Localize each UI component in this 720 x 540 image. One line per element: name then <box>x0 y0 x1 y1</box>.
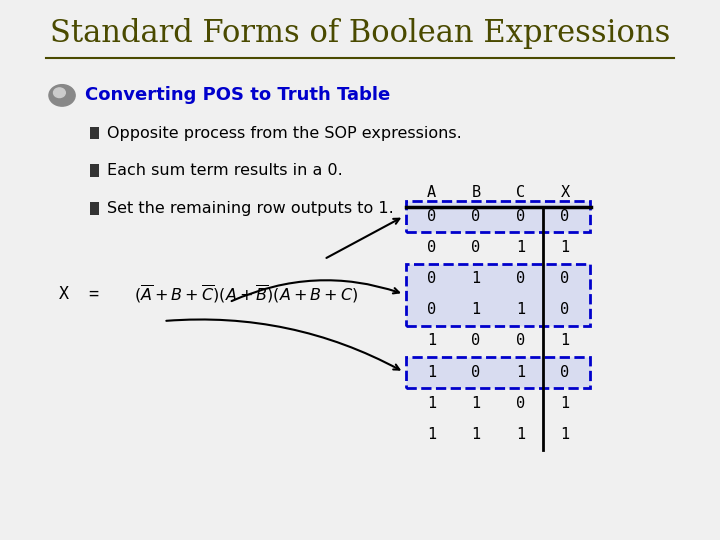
Text: 1: 1 <box>427 396 436 411</box>
Text: 1: 1 <box>516 364 525 380</box>
Text: 1: 1 <box>427 364 436 380</box>
FancyBboxPatch shape <box>407 201 590 233</box>
Text: 1: 1 <box>560 333 570 348</box>
FancyBboxPatch shape <box>407 357 590 388</box>
Text: 0: 0 <box>427 240 436 255</box>
Text: 0: 0 <box>560 364 570 380</box>
FancyBboxPatch shape <box>407 264 590 326</box>
Text: X: X <box>560 185 570 200</box>
Text: 0: 0 <box>472 209 480 224</box>
Text: 1: 1 <box>472 396 480 411</box>
Text: 1: 1 <box>560 427 570 442</box>
Text: 0: 0 <box>560 302 570 318</box>
Text: Opposite process from the SOP expressions.: Opposite process from the SOP expression… <box>107 125 462 140</box>
Text: 1: 1 <box>472 427 480 442</box>
FancyBboxPatch shape <box>90 164 99 177</box>
Text: 1: 1 <box>560 396 570 411</box>
Text: 0: 0 <box>427 209 436 224</box>
FancyBboxPatch shape <box>90 202 99 215</box>
Text: Set the remaining row outputs to 1.: Set the remaining row outputs to 1. <box>107 201 393 215</box>
Text: 0: 0 <box>427 302 436 318</box>
Text: 0: 0 <box>516 271 525 286</box>
Text: 1: 1 <box>472 302 480 318</box>
Text: Converting POS to Truth Table: Converting POS to Truth Table <box>85 86 390 104</box>
Text: 0: 0 <box>472 364 480 380</box>
Text: 0: 0 <box>472 240 480 255</box>
Text: 0: 0 <box>516 333 525 348</box>
Text: Standard Forms of Boolean Expressions: Standard Forms of Boolean Expressions <box>50 17 670 49</box>
Text: B: B <box>472 185 480 200</box>
Text: 1: 1 <box>516 427 525 442</box>
Text: 0: 0 <box>427 271 436 286</box>
Circle shape <box>53 88 66 98</box>
Text: 1: 1 <box>427 333 436 348</box>
Text: 1: 1 <box>516 302 525 318</box>
Text: $(\overline{A}+B+\overline{C})(A+\overline{B})(A+B+C)$: $(\overline{A}+B+\overline{C})(A+\overli… <box>134 283 359 305</box>
Text: 1: 1 <box>516 240 525 255</box>
Text: X  =: X = <box>59 285 99 303</box>
Text: 0: 0 <box>516 209 525 224</box>
Text: C: C <box>516 185 525 200</box>
Text: 0: 0 <box>560 209 570 224</box>
Text: 0: 0 <box>516 396 525 411</box>
Text: 1: 1 <box>560 240 570 255</box>
Text: 0: 0 <box>472 333 480 348</box>
Text: 1: 1 <box>472 271 480 286</box>
Text: A: A <box>427 185 436 200</box>
Circle shape <box>49 85 75 106</box>
FancyBboxPatch shape <box>90 126 99 139</box>
Text: Each sum term results in a 0.: Each sum term results in a 0. <box>107 163 342 178</box>
Text: 0: 0 <box>560 271 570 286</box>
Text: 1: 1 <box>427 427 436 442</box>
